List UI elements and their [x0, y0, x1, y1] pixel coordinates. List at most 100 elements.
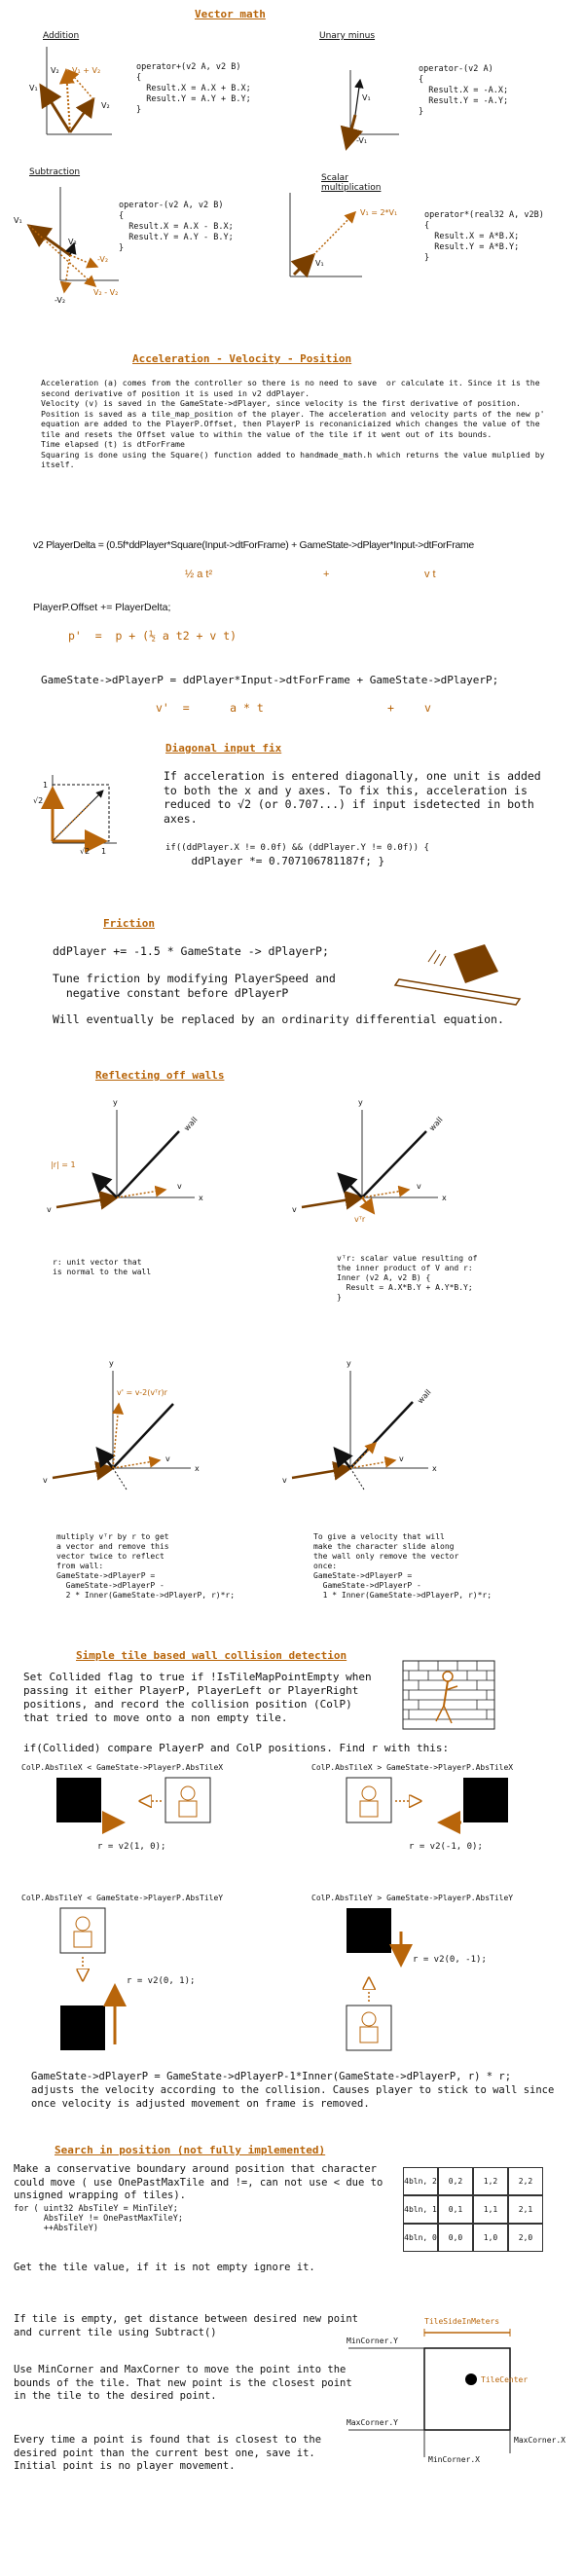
- brick-wall-icon: [402, 1660, 495, 1730]
- grid-cell: 1,0: [473, 2224, 508, 2252]
- c4-cond: ColP.AbsTileY > GameState->PlayerP.AbsTi…: [311, 1894, 514, 1902]
- c1-r: r = v2(1, 0);: [97, 1842, 166, 1852]
- diag-one-y: 1: [43, 781, 49, 790]
- unary-neg: -V₁: [356, 136, 368, 145]
- friction-tune: Tune friction by modifying PlayerSpeed a…: [53, 972, 336, 1000]
- d4-caption: To give a velocity that will make the ch…: [313, 1532, 493, 1600]
- grid-cell: 2,0: [508, 2224, 543, 2252]
- friction-eq: ddPlayer += -1.5 * GameState -> dPlayerP…: [53, 944, 329, 958]
- diagonal-title: Diagonal input fix: [165, 742, 282, 754]
- min-corner-x: MinCorner.X: [428, 2455, 480, 2464]
- addition-v1: V₁: [29, 84, 38, 92]
- collision-cases-diagram: [56, 1777, 508, 2051]
- c1-cond: ColP.AbsTileX < GameState->PlayerP.AbsTi…: [21, 1763, 224, 1772]
- p-prime-equation: p' = p + (½ a t2 + v t): [68, 629, 237, 643]
- d2-v: v: [292, 1205, 297, 1214]
- collision-title: Simple tile based wall collision detecti…: [76, 1649, 347, 1662]
- d1-x: x: [199, 1194, 203, 1202]
- subtraction-negv2b: -V₂: [55, 296, 66, 305]
- search-text5: Every time a point is found that is clos…: [14, 2434, 328, 2472]
- grid-cell: 2,2: [508, 2167, 543, 2195]
- subtraction-code: operator-(v2 A, v2 B) { Result.X = A.X -…: [119, 201, 234, 253]
- delta-vt-term: v t: [424, 569, 436, 580]
- grid-cell: 4bln, 0: [403, 2224, 438, 2252]
- diag-one-x: 1: [101, 847, 107, 856]
- friction-replace: Will eventually be replaced by an ordina…: [53, 1012, 504, 1026]
- tile-side-label: TileSideInMeters: [424, 2317, 500, 2326]
- v-plus: +: [387, 701, 394, 715]
- d1-v2: v: [177, 1182, 182, 1191]
- friction-title: Friction: [103, 917, 155, 930]
- max-corner-x: MaxCorner.X: [514, 2436, 566, 2445]
- d1-y: y: [113, 1098, 118, 1107]
- unary-label: Unary minus: [319, 31, 376, 41]
- diagonal-code-2: ddPlayer *= 0.707106781187f; }: [165, 855, 385, 867]
- subtraction-diagram: [26, 187, 119, 294]
- collision-final-eq: GameState->dPlayerP = GameState->dPlayer…: [31, 2071, 512, 2082]
- grid-cell: 1,1: [473, 2195, 508, 2224]
- c4-r: r = v2(0, -1);: [413, 1955, 487, 1965]
- delta-a-term: ½ a t²: [185, 569, 213, 580]
- delta-plus: +: [323, 569, 330, 580]
- walls-title: Reflecting off walls: [95, 1069, 225, 1082]
- d3-y: y: [109, 1359, 114, 1368]
- grid-cell: 0,2: [438, 2167, 473, 2195]
- search-text4: Use MinCorner and MaxCorner to move the …: [14, 2364, 359, 2402]
- max-corner-y: MaxCorner.Y: [347, 2418, 398, 2427]
- avp-title: Acceleration - Velocity - Position: [132, 352, 352, 365]
- c2-cond: ColP.AbsTileX > GameState->PlayerP.AbsTi…: [311, 1763, 514, 1772]
- addition-v2-label: V₂: [51, 66, 59, 75]
- grid-cell: 4bln, 1: [403, 2195, 438, 2224]
- scalar-scaled: V₁ = 2*V₁: [360, 208, 398, 217]
- scalar-diagram: [289, 193, 362, 278]
- c2-r: r = v2(-1, 0);: [409, 1842, 483, 1852]
- search-text1: Make a conservative boundary around posi…: [14, 2163, 389, 2201]
- scalar-v1: V₁: [315, 259, 324, 268]
- d3-x: x: [195, 1464, 200, 1473]
- d3-v: v: [43, 1476, 48, 1485]
- grid-cell: 0,0: [438, 2224, 473, 2252]
- d4-v: v: [282, 1476, 287, 1485]
- unary-v1: V₁: [362, 93, 371, 102]
- addition-v2: V₂: [101, 101, 110, 110]
- subtraction-label: Subtraction: [29, 167, 81, 177]
- addition-diagram: [39, 47, 112, 135]
- v-prime-equation: v' = a * t: [156, 701, 264, 715]
- c3-cond: ColP.AbsTileY < GameState->PlayerP.AbsTi…: [21, 1894, 224, 1902]
- offset-equation: PlayerP.Offset += PlayerDelta;: [33, 602, 171, 613]
- diagonal-text: If acceleration is entered diagonally, o…: [164, 769, 548, 826]
- d2-x: x: [442, 1194, 447, 1202]
- d3-v2: v: [165, 1454, 170, 1463]
- grid-cell: 0,1: [438, 2195, 473, 2224]
- d2-v2: v: [417, 1182, 421, 1191]
- friction-block-icon: [393, 944, 522, 1006]
- d4-y: y: [347, 1359, 351, 1368]
- d2-caption: vᵀr: scalar value resulting of the inner…: [337, 1254, 478, 1302]
- subtraction-negv2: -V₂: [97, 255, 109, 264]
- d3-caption: multiply vᵀr by r to get a vector and re…: [56, 1532, 236, 1600]
- d1-v: v: [47, 1205, 52, 1214]
- dp-equation: GameState->dPlayerP = ddPlayer*Input->dt…: [41, 674, 499, 686]
- walls-diagrams: [52, 1110, 438, 1490]
- diag-root-y: √2: [33, 796, 44, 805]
- scalar-code: operator*(real32 A, v2B) { Result.X = A*…: [424, 210, 544, 263]
- diag-root-x: √2: [80, 847, 91, 856]
- unary-diagram: [340, 70, 399, 151]
- collision-final-text: adjusts the velocity according to the co…: [31, 2084, 561, 2110]
- d4-v2: v: [399, 1454, 404, 1463]
- addition-sum: V₁ + V₂: [72, 66, 101, 75]
- subtraction-v2: V₂: [68, 238, 77, 246]
- search-title: Search in position (not fully implemente…: [55, 2144, 326, 2156]
- collision-text1: Set Collided flag to true if !IsTileMapP…: [23, 1671, 379, 1724]
- tile-center-label: TileCenter: [481, 2375, 529, 2384]
- d2-vr: vᵀr: [354, 1215, 366, 1224]
- unary-code: operator-(v2 A) { Result.X = -A.X; Resul…: [419, 64, 509, 117]
- grid-cell: 2,1: [508, 2195, 543, 2224]
- vector-math-title: Vector math: [195, 8, 266, 20]
- avp-text: Acceleration (a) comes from the controll…: [41, 378, 545, 469]
- diagonal-diagram: [41, 775, 117, 853]
- addition-label: Addition: [43, 31, 80, 41]
- search-text3: If tile is empty, get distance between d…: [14, 2313, 365, 2338]
- collision-text2: if(Collided) compare PlayerP and ColP po…: [23, 1742, 450, 1754]
